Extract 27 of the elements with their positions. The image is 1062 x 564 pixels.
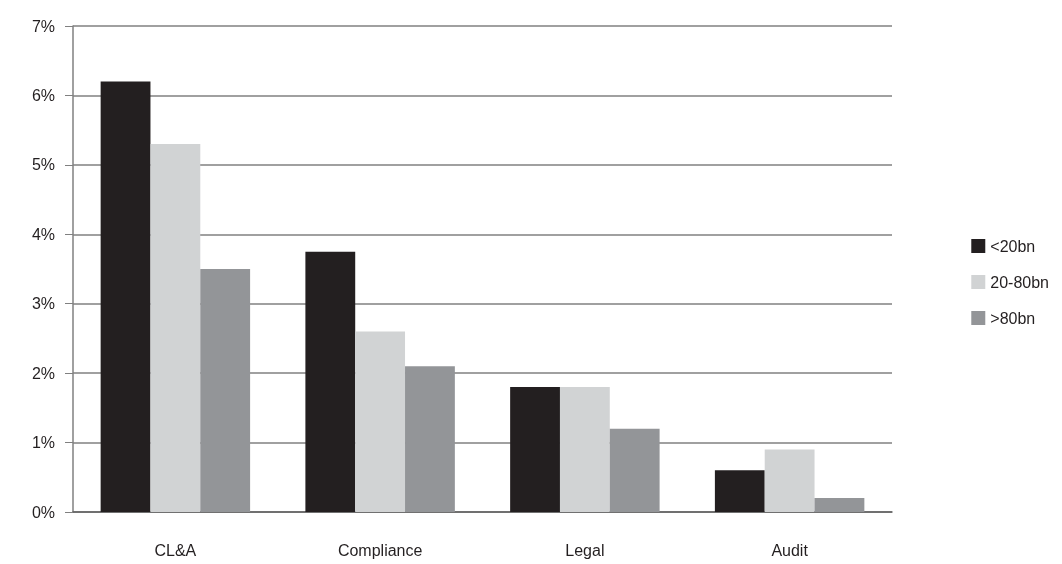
bar: [100, 81, 151, 512]
bar: [305, 251, 356, 512]
bar: [510, 387, 560, 512]
x-tick-label: Audit: [771, 541, 809, 559]
y-tick-label: 4%: [31, 225, 55, 243]
y-tick-label: 7%: [31, 17, 55, 35]
y-tick-label: 3%: [31, 295, 55, 313]
bar: [355, 331, 406, 512]
legend-label: <20bn: [990, 237, 1036, 255]
x-tick-label: Legal: [565, 541, 605, 559]
bar: [764, 449, 815, 512]
legend-label: 20-80bn: [990, 273, 1049, 291]
bar: [150, 144, 201, 512]
y-tick-label: 6%: [31, 86, 55, 104]
bar: [609, 428, 660, 512]
bar: [814, 498, 865, 512]
y-tick-label: 5%: [31, 156, 55, 174]
bar: [559, 387, 610, 512]
x-tick-label: CL&A: [154, 541, 197, 559]
legend-label: >80bn: [990, 309, 1036, 327]
bar: [200, 269, 251, 512]
bar: [405, 366, 455, 512]
y-tick-label: 0%: [31, 503, 55, 521]
y-tick-label: 1%: [31, 434, 55, 452]
y-tick-label: 2%: [31, 364, 55, 382]
bar: [714, 470, 765, 512]
x-tick-label: Compliance: [337, 541, 423, 559]
